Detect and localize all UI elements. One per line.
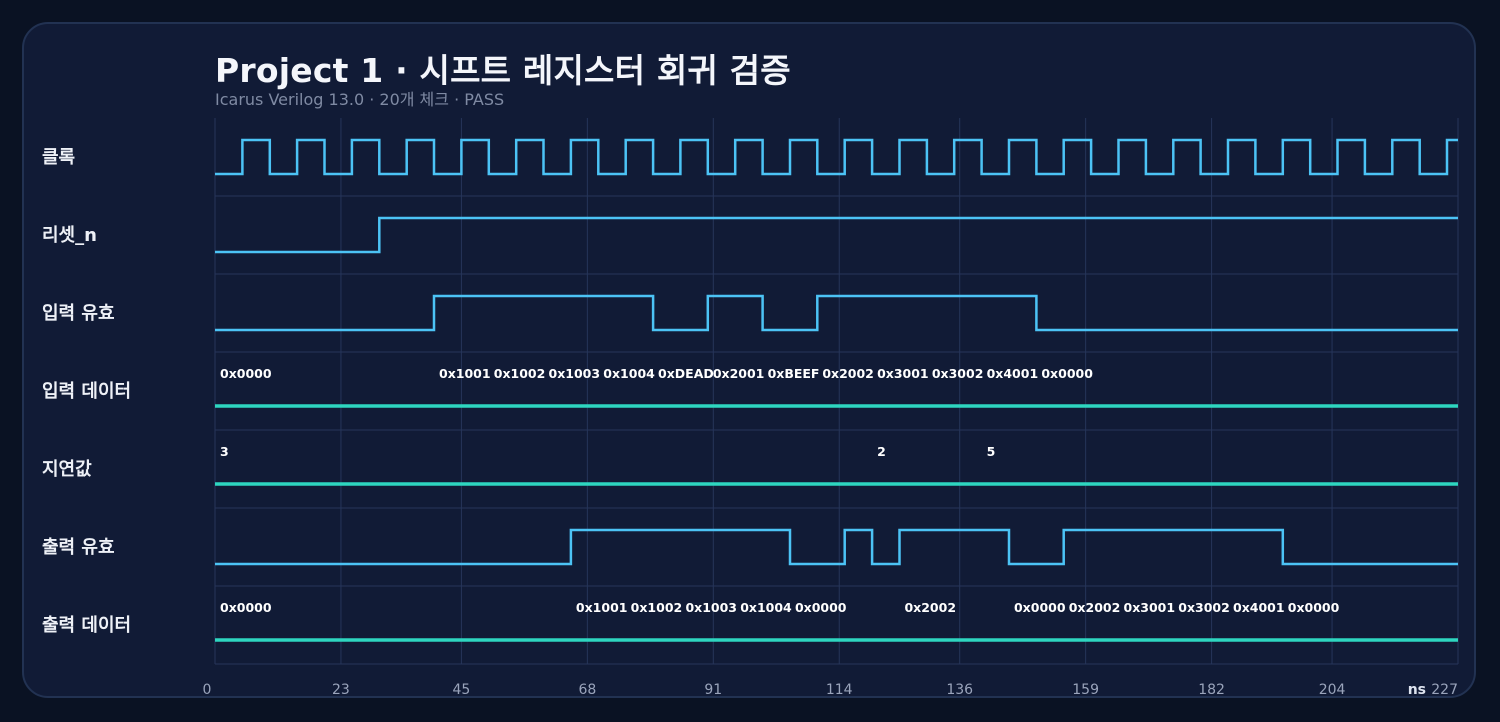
bus-value-out_data-11: 0x4001 — [1233, 600, 1285, 615]
signal-label-in_data: 입력 데이터 — [42, 380, 131, 402]
bus-value-in_data-0: 0x0000 — [220, 366, 272, 381]
wave-rst_n — [215, 216, 1458, 254]
bus-value-out_data-0: 0x0000 — [220, 600, 272, 615]
axis-tick-7: 159 — [1072, 682, 1099, 698]
axis-unit: ns — [1408, 682, 1426, 698]
axis-tick-9: 204 — [1319, 682, 1346, 698]
bus-value-in_data-7: 0xBEEF — [768, 366, 820, 381]
bus-value-in_data-10: 0x3002 — [932, 366, 984, 381]
bus-value-in_data-6: 0x2001 — [713, 366, 765, 381]
bus-value-out_data-7: 0x0000 — [1014, 600, 1066, 615]
signal-label-out_valid: 출력 유효 — [42, 537, 115, 558]
wave-in_valid — [215, 294, 1458, 332]
signal-label-out_data: 출력 데이터 — [42, 615, 131, 636]
signal-label-clk: 클록 — [42, 147, 75, 168]
bus-value-delay-2: 5 — [987, 444, 996, 459]
bus-value-in_data-11: 0x4001 — [987, 366, 1039, 381]
bus-value-out_data-10: 0x3002 — [1178, 600, 1230, 615]
axis-tick-0: 0 — [203, 682, 212, 698]
page-subtitle: Icarus Verilog 13.0 · 20개 체크 · PASS — [215, 90, 505, 109]
bus-value-out_data-12: 0x0000 — [1288, 600, 1340, 615]
bus-value-out_data-6: 0x2002 — [904, 600, 956, 615]
axis-tick-4: 91 — [704, 682, 722, 698]
signal-label-rst_n: 리셋_n — [42, 225, 97, 246]
page-title: Project 1 · 시프트 레지스터 회귀 검증 — [215, 51, 791, 90]
bus-value-in_data-4: 0x1004 — [603, 366, 655, 381]
bus-value-delay-1: 2 — [877, 444, 886, 459]
wave-out_valid — [215, 528, 1458, 566]
axis-tick-10: 227 — [1431, 682, 1458, 698]
wave-clk — [215, 138, 1458, 176]
signal-label-delay: 지연값 — [42, 459, 92, 480]
axis-tick-6: 136 — [946, 682, 973, 698]
bus-value-out_data-9: 0x3001 — [1124, 600, 1176, 615]
bus-value-in_data-1: 0x1001 — [439, 366, 491, 381]
bus-value-out_data-1: 0x1001 — [576, 600, 628, 615]
bus-value-in_data-3: 0x1003 — [549, 366, 601, 381]
bus-value-delay-0: 3 — [220, 444, 229, 459]
signal-label-in_valid: 입력 유효 — [42, 302, 115, 324]
bus-value-in_data-2: 0x1002 — [494, 366, 546, 381]
bus-value-out_data-8: 0x2002 — [1069, 600, 1121, 615]
axis-tick-5: 114 — [826, 682, 853, 698]
axis-tick-1: 23 — [332, 682, 350, 698]
bus-value-out_data-5: 0x0000 — [795, 600, 847, 615]
axis-tick-2: 45 — [452, 682, 470, 698]
bus-value-in_data-9: 0x3001 — [877, 366, 929, 381]
bus-value-out_data-4: 0x1004 — [740, 600, 792, 615]
waveform-panel — [22, 22, 1476, 698]
axis-tick-3: 68 — [578, 682, 596, 698]
bus-value-out_data-2: 0x1002 — [631, 600, 683, 615]
bus-value-out_data-3: 0x1003 — [685, 600, 737, 615]
axis-tick-8: 182 — [1198, 682, 1225, 698]
bus-value-in_data-8: 0x2002 — [822, 366, 874, 381]
bus-value-in_data-5: 0xDEAD — [658, 366, 714, 381]
bus-value-in_data-12: 0x0000 — [1041, 366, 1093, 381]
